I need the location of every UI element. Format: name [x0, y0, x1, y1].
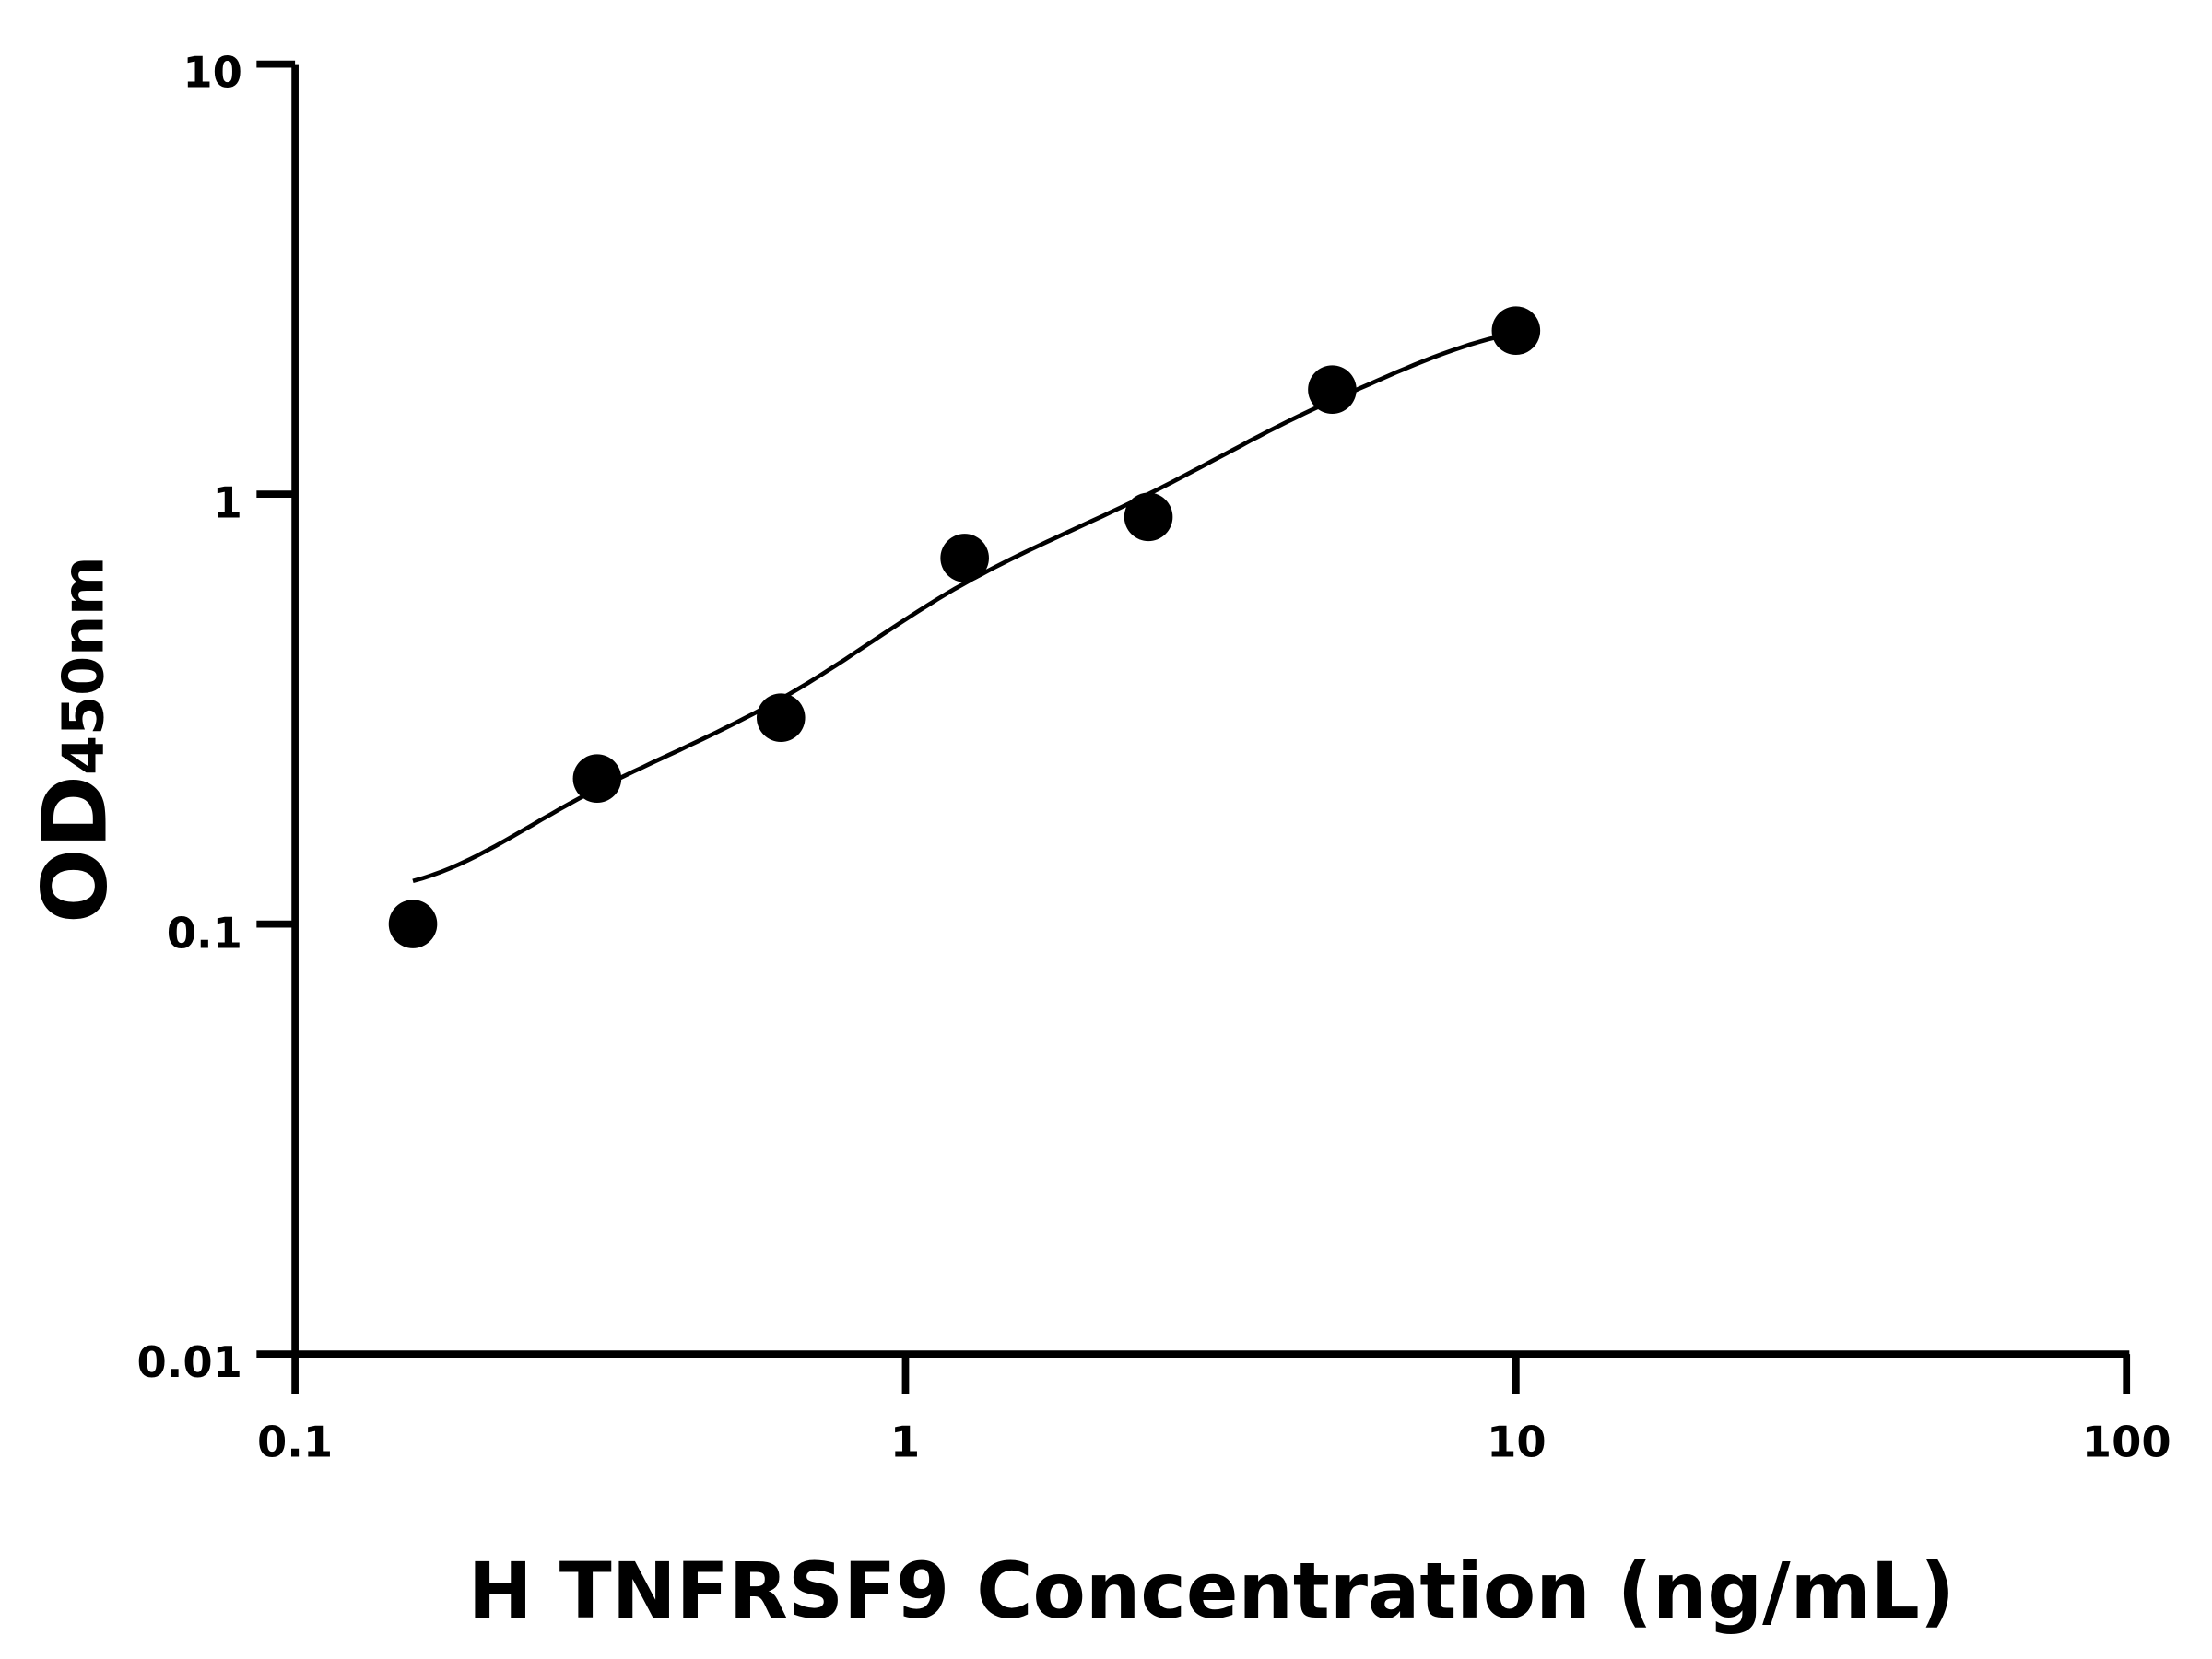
y-tick-label: 0.1: [167, 908, 242, 958]
data-point: [756, 693, 806, 742]
y-axis-title: OD450nm: [23, 556, 126, 924]
y-axis-title-subscript: 450nm: [50, 556, 116, 775]
tick-labels: 0.1 1 10 100 0.01 0.1 1 10: [136, 47, 2171, 1466]
x-tick-label: 0.1: [257, 1417, 333, 1466]
data-point: [940, 534, 989, 582]
y-tick-label: 1: [213, 477, 242, 527]
data-point: [1308, 365, 1357, 414]
x-tick-label: 1: [890, 1417, 920, 1466]
fit-curve: [412, 330, 1517, 884]
y-axis-title-main: OD: [23, 775, 126, 924]
x-tick-label: 10: [1487, 1417, 1547, 1466]
fit-curve-group: [412, 330, 1517, 884]
data-point: [572, 754, 622, 803]
y-tick-label: 10: [182, 47, 242, 97]
data-point: [388, 900, 438, 948]
x-axis-title: H TNFRSF9 Concentration (ng/mL): [468, 1546, 1955, 1636]
y-tick-label: 0.01: [136, 1337, 241, 1387]
data-points: [388, 306, 1541, 948]
data-point: [1491, 306, 1541, 356]
axes: [256, 60, 2131, 1394]
x-tick-label: 100: [2082, 1417, 2171, 1466]
data-point: [1124, 492, 1173, 542]
